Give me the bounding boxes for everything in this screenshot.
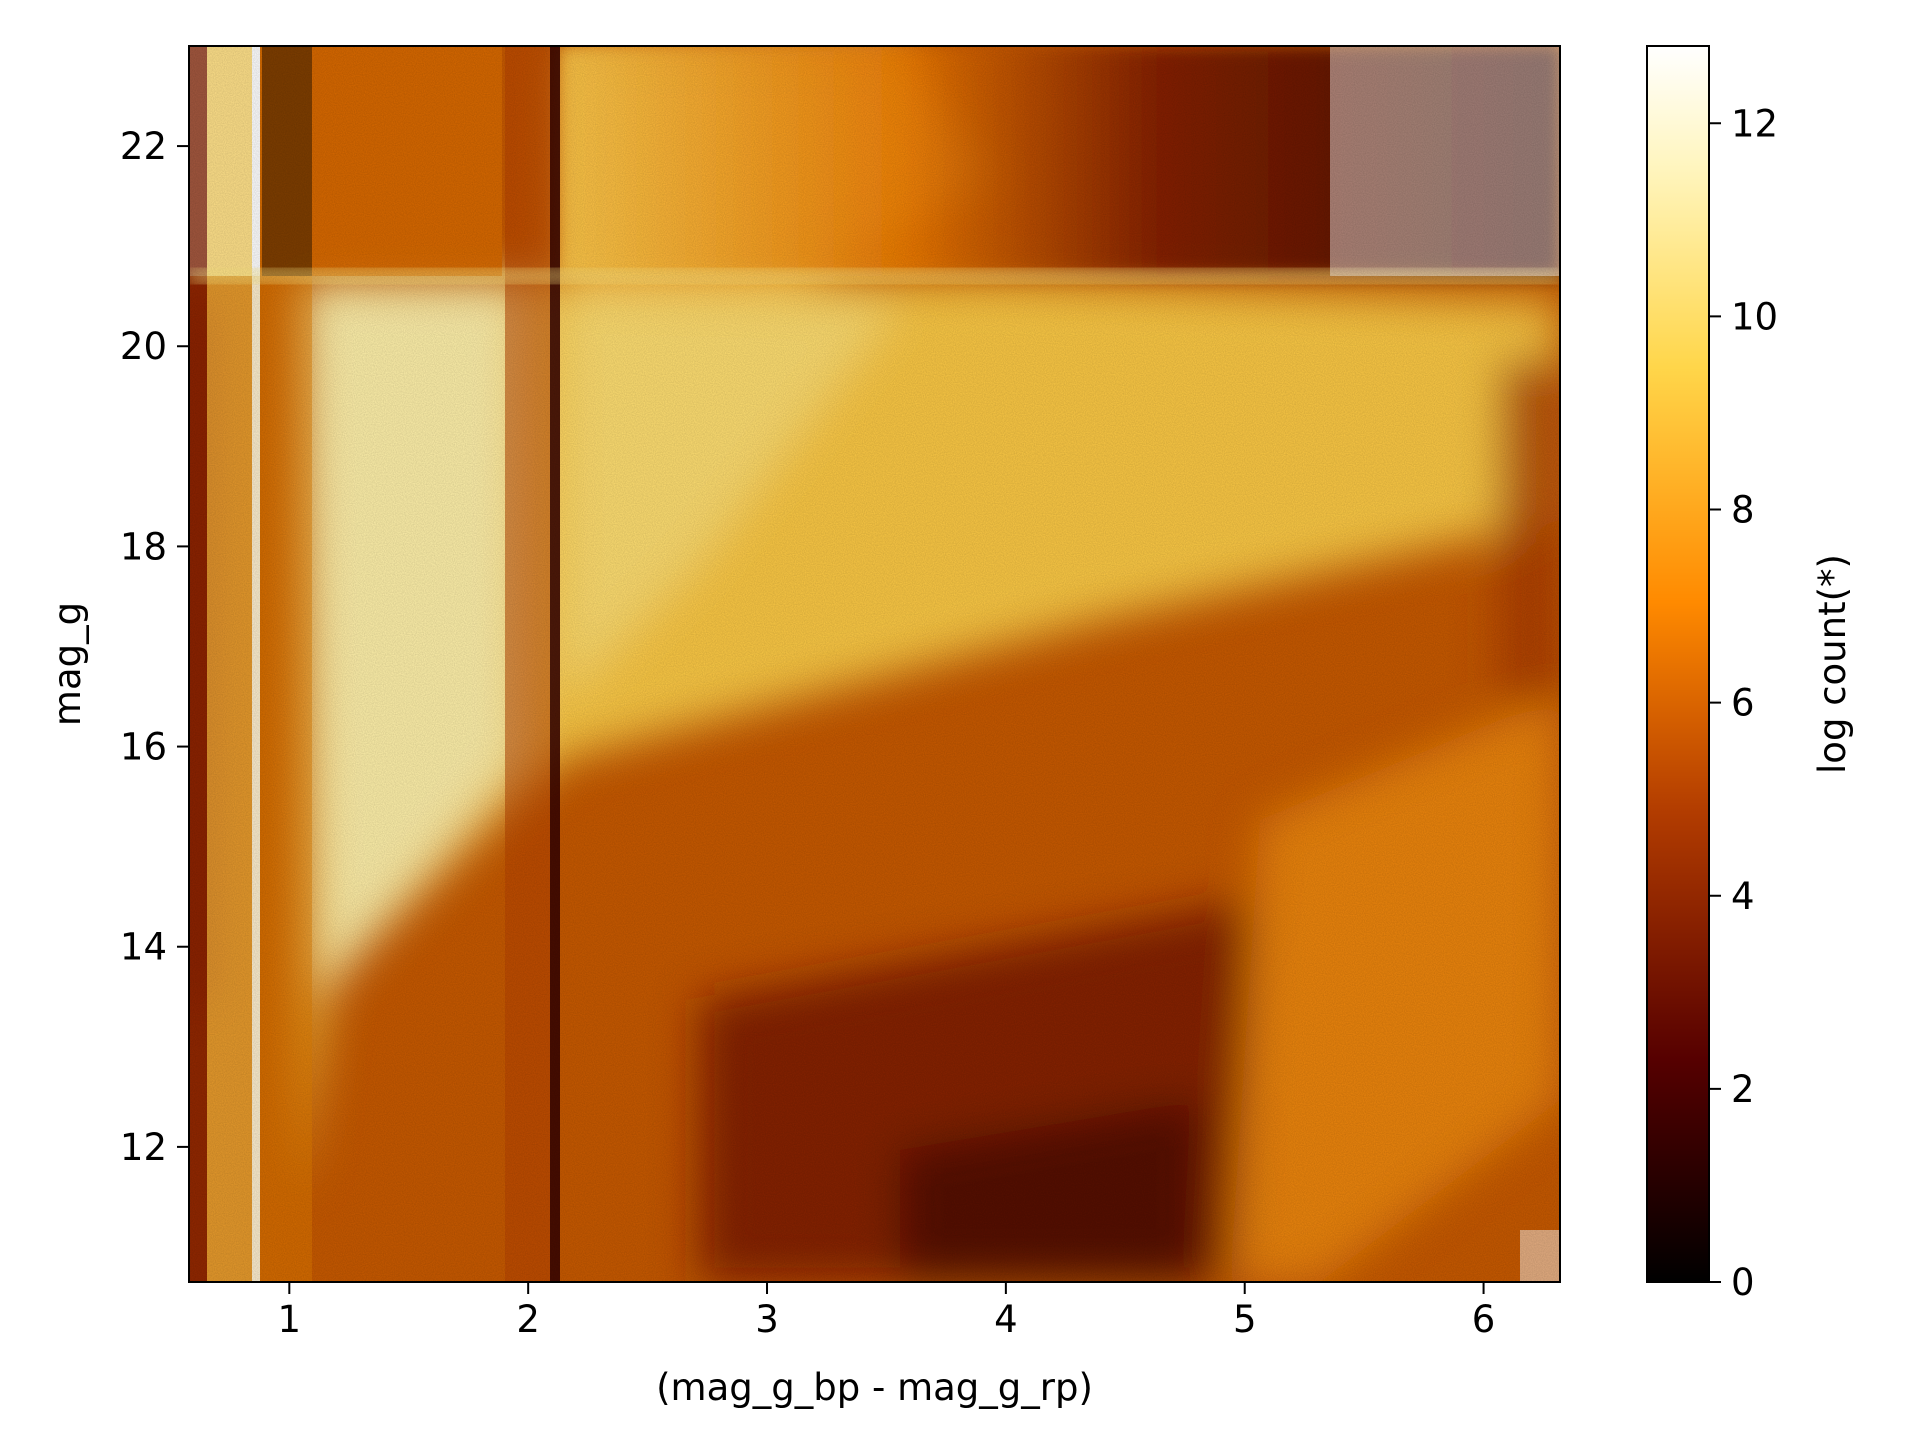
y-tick-label: 18 [120, 525, 167, 568]
y-axis-label: mag_g [46, 602, 89, 726]
colorbar-tick-label: 4 [1731, 875, 1755, 918]
colorbar-tick-label: 2 [1731, 1068, 1755, 1111]
colorbar [1646, 45, 1710, 1283]
x-tick-label: 4 [994, 1298, 1018, 1341]
colorbar-label: log count(*) [1811, 554, 1854, 774]
colorbar-tick-label: 10 [1731, 295, 1778, 338]
x-axis-ticks: 1 2 3 4 5 6 [278, 1282, 1496, 1341]
x-tick-label: 6 [1472, 1298, 1496, 1341]
x-tick-label: 2 [516, 1298, 540, 1341]
x-tick-label: 5 [1233, 1298, 1257, 1341]
colorbar-tick-label: 12 [1731, 102, 1778, 145]
colorbar-tick-label: 0 [1731, 1261, 1755, 1304]
x-tick-label: 3 [755, 1298, 779, 1341]
x-tick-label: 1 [278, 1298, 302, 1341]
y-tick-label: 16 [120, 726, 167, 769]
y-tick-label: 14 [120, 926, 167, 969]
colorbar-ticks: 0 2 4 6 8 10 12 [1709, 102, 1778, 1304]
colorbar-tick-label: 8 [1731, 489, 1755, 532]
y-axis-ticks: 12 14 16 18 20 22 [120, 125, 189, 1169]
heatmap-image [189, 46, 1560, 1282]
y-tick-label: 20 [120, 325, 167, 368]
x-axis-label: (mag_g_bp - mag_g_rp) [656, 1366, 1093, 1409]
y-tick-label: 22 [120, 125, 167, 168]
colorbar-tick-label: 6 [1731, 682, 1755, 725]
plot-frame [188, 45, 1561, 1283]
y-tick-label: 12 [120, 1126, 167, 1169]
